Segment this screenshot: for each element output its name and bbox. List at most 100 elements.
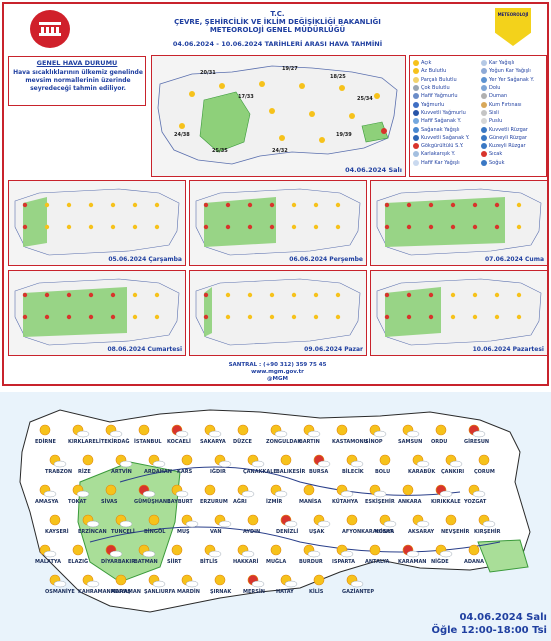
weather-icon (203, 314, 209, 320)
cloud-icon (307, 430, 321, 438)
weather-icon (494, 314, 500, 320)
footer-website[interactable]: www.mgm.gov.tr (251, 369, 304, 375)
city-label: ERZURUM (200, 499, 228, 505)
sun-icon (72, 544, 84, 556)
city-label: AKSARAY (408, 529, 434, 535)
city-label: İSTANBUL (134, 438, 162, 445)
cloud-icon (43, 490, 57, 498)
detailed-forecast-map: EDİRNE KIRKLARELİ TEKİRDAĞ İSTANBUL KOCAELİ S… (0, 392, 551, 641)
sun-icon (369, 544, 381, 556)
weather-icon (516, 292, 522, 298)
city-label: AFYONKARAHİSAR (342, 528, 394, 535)
weather-icon (110, 292, 116, 298)
sun-icon (336, 424, 348, 436)
legend-symbol-icon (481, 93, 487, 100)
city-label: BARTIN (299, 439, 320, 445)
legend-label: Kuvvetli Rüzgar (489, 126, 528, 133)
weather-icon (203, 292, 209, 298)
legend-item: Karlakarışık Y. (413, 150, 481, 158)
legend-symbol-icon (481, 143, 487, 150)
cloud-icon (383, 520, 397, 528)
city-label: BALIKESİR (276, 468, 305, 475)
forecast-map-day-4: 07.06.2024 Cuma (370, 180, 548, 266)
weather-icon (335, 224, 341, 230)
cloud-icon (317, 460, 331, 468)
footer-phone: SANTRAL : (+90 312) 359 75 45 (228, 362, 327, 368)
city-label: ISPARTA (332, 559, 355, 565)
weather-icon (428, 224, 434, 230)
city-label: KASTAMONU (332, 439, 368, 445)
cloud-icon (175, 490, 189, 498)
cloud-icon (43, 550, 57, 558)
sun-icon (445, 514, 457, 526)
turkey-outline (195, 278, 361, 346)
cloud-icon (274, 430, 288, 438)
legend-item: Çok Bulutlu (413, 84, 481, 92)
sun-icon (204, 484, 216, 496)
legend-label: Kar Yağışlı (489, 60, 515, 67)
city-label: IĞDIR (210, 468, 226, 475)
sun-icon (148, 514, 160, 526)
weather-icon (132, 224, 138, 230)
cloud-icon (152, 460, 166, 468)
cloud-icon (340, 490, 354, 498)
city-label: DENİZLİ (276, 528, 298, 535)
cloud-icon (119, 460, 133, 468)
legend-item: Sıcak (481, 150, 549, 158)
cloud-icon (53, 580, 67, 588)
city-label: MANİSA (299, 498, 321, 505)
weather-icon (88, 224, 94, 230)
city-label: ADANA (464, 559, 484, 565)
weather-icon (516, 314, 522, 320)
cloud-icon (274, 490, 288, 498)
legend-item: Gökgürültülü S.Y. (413, 142, 481, 150)
weather-icon (291, 292, 297, 298)
legend-item: Yoğun Kar Yağışlı (481, 67, 549, 75)
legend-item: Sisli (481, 109, 549, 117)
legend-symbol-icon (481, 60, 487, 67)
legend-symbol-icon (481, 76, 487, 83)
weather-icon (132, 314, 138, 320)
weather-icon (66, 314, 72, 320)
city-label: BURSA (309, 469, 328, 475)
weather-icon (110, 202, 116, 208)
ministry-logo (30, 10, 70, 48)
legend-label: Sıcak (489, 151, 503, 158)
weather-icon (154, 314, 160, 320)
weather-icon (516, 224, 522, 230)
city-label: SAMSUN (398, 439, 422, 445)
weather-icon (313, 202, 319, 208)
city-label: MALATYA (35, 559, 61, 565)
legend-symbol-icon (413, 118, 419, 125)
city-label: GAZİANTEP (342, 588, 374, 595)
header-period: 04.06.2024 - 10.06.2024 TARİHLERİ ARASI … (172, 40, 383, 48)
city-label: EDİRNE (35, 438, 56, 445)
main-forecast-map: 20/31 19/27 18/25 24/38 17/33 25/35 24/32 19/… (151, 55, 406, 177)
city-label: AYDIN (243, 529, 260, 535)
detail-map-date: 04.06.2024 Salı (459, 612, 547, 623)
city-label: ÇORUM (474, 469, 495, 475)
sun-icon (138, 424, 150, 436)
forecast-map-day-7: 10.06.2024 Pazartesi (370, 270, 548, 356)
footer-social[interactable]: @MGM (267, 376, 288, 382)
detail-weather-icons (39, 424, 496, 588)
legend-box: Açık Az Bulutlu Parçalı Bulutlu Çok Bulutlu… (409, 55, 547, 177)
legend-item: Sağanak Yağışlı (413, 125, 481, 133)
sun-icon (435, 424, 447, 436)
legend-item: Yer Yer Sağanak Y. (481, 76, 549, 84)
legend-item: Hafif Sağanak Y. (413, 117, 481, 125)
legend-symbol-icon (481, 151, 487, 158)
city-label: TEKİRDAĞ (101, 438, 130, 445)
city-label: SAKARYA (200, 439, 226, 445)
legend-item: Açık (413, 59, 481, 67)
legend-item: Kuvvetli Sağanak Y. (413, 134, 481, 142)
legend-item: Kuvvetli Rüzgar (481, 125, 549, 133)
legend-item: Kuzeyli Rüzgar (481, 142, 549, 150)
legend-label: Kuvvetli Yağmurlu (421, 109, 466, 116)
weather-icon (225, 314, 231, 320)
legend-item: Hafif Kar Yağışlı (413, 159, 481, 167)
sun-icon (214, 574, 226, 586)
legend-label: Parçalı Bulutlu (421, 76, 457, 83)
weather-icon (269, 292, 275, 298)
legend-label: Soğuk (489, 159, 505, 166)
